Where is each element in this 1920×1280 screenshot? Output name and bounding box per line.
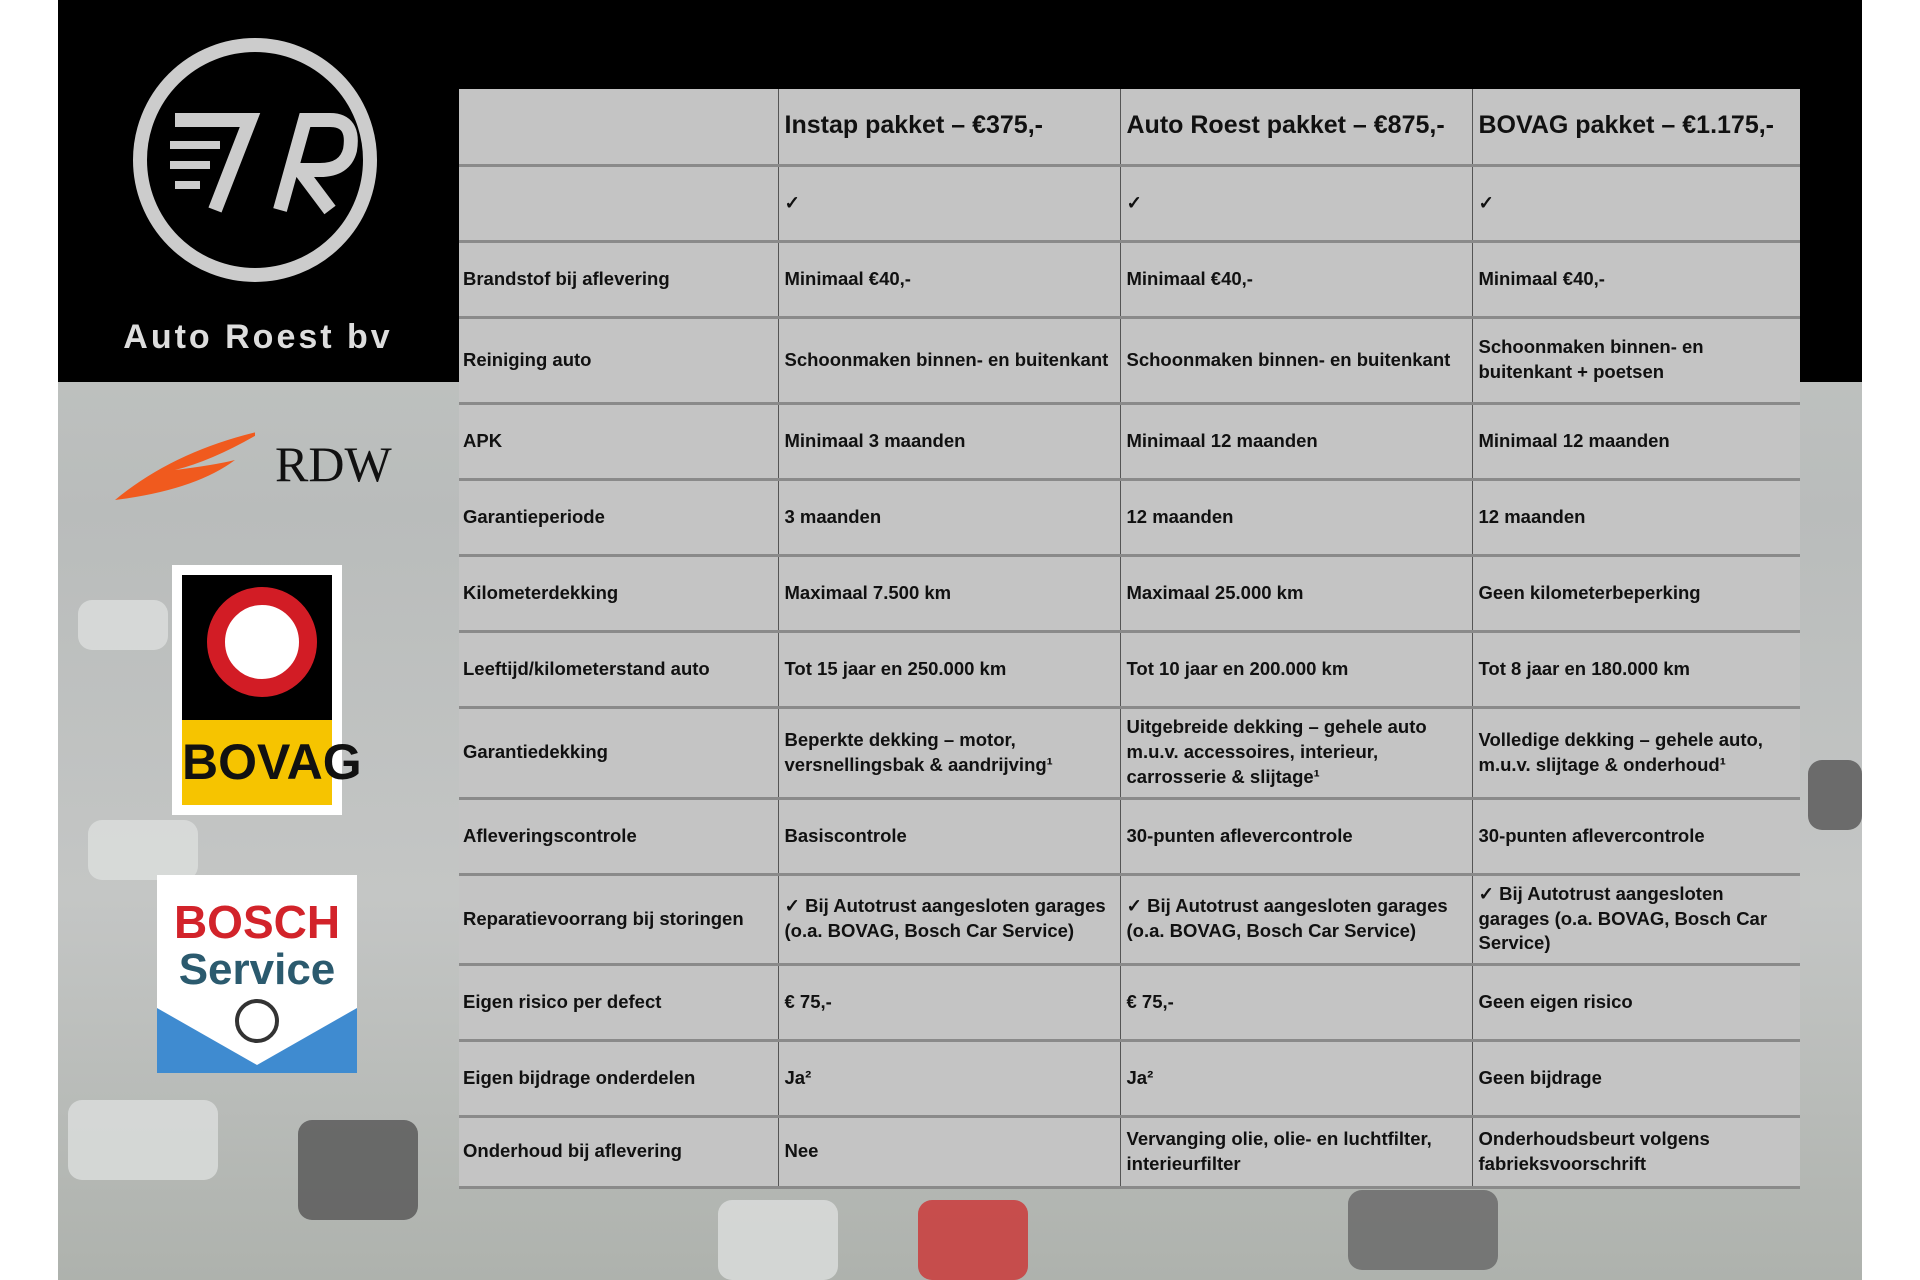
table-cell: Tot 8 jaar en 180.000 km — [1472, 631, 1800, 709]
table-cell: € 75,- — [1120, 964, 1473, 1042]
table-cell: Geen kilometerbeperking — [1472, 555, 1800, 633]
table-cell: Maximaal 25.000 km — [1120, 555, 1473, 633]
table-cell: € 75,- — [778, 964, 1121, 1042]
row-label: Garantieperiode — [459, 479, 779, 557]
row-label: APK — [459, 403, 779, 481]
bosch-service-logo: BOSCH Service — [157, 875, 357, 1073]
package-comparison-table: Instap pakket – €375,- Auto Roest pakket … — [459, 89, 1800, 1189]
row-label: Leeftijd/kilometerstand auto — [459, 631, 779, 709]
table-cell: ✓ Bij Autotrust aangesloten garages (o.a… — [1472, 874, 1800, 966]
row-label: Eigen risico per defect — [459, 964, 779, 1042]
table-cell: 12 maanden — [1472, 479, 1800, 557]
table-cell: Ja² — [1120, 1040, 1473, 1118]
table-cell: Schoonmaken binnen- en buitenkant — [1120, 317, 1473, 405]
row-label — [459, 165, 779, 243]
header-row: Instap pakket – €375,- Auto Roest pakket … — [459, 89, 1800, 167]
table-cell: ✓ — [778, 165, 1121, 243]
table-cell: Schoonmaken binnen- en buitenkant — [778, 317, 1121, 405]
table-row: Onderhoud bij aflevering Nee Vervanging ol… — [459, 1116, 1800, 1189]
row-label: Brandstof bij aflevering — [459, 241, 779, 319]
bovag-emblem-icon — [207, 587, 317, 697]
table-cell: Minimaal €40,- — [1472, 241, 1800, 319]
table-cell: Geen eigen risico — [1472, 964, 1800, 1042]
row-label: Afleveringscontrole — [459, 798, 779, 876]
table-row: ✓ ✓ ✓ — [459, 165, 1800, 243]
row-label: Eigen bijdrage onderdelen — [459, 1040, 779, 1118]
brand-name: Auto Roest bv — [123, 318, 393, 356]
bosch-armature-icon — [235, 999, 279, 1043]
table-row: Garantiedekking Beperkte dekking – motor,… — [459, 707, 1800, 800]
table-cell: Minimaal €40,- — [778, 241, 1121, 319]
table-cell: Minimaal 3 maanden — [778, 403, 1121, 481]
table-cell: Minimaal 12 maanden — [1120, 403, 1473, 481]
table-row: APK Minimaal 3 maanden Minimaal 12 maanden… — [459, 403, 1800, 481]
table-row: Leeftijd/kilometerstand auto Tot 15 jaar … — [459, 631, 1800, 709]
table-cell: Basiscontrole — [778, 798, 1121, 876]
bovag-logo: BOVAG — [172, 565, 362, 815]
row-label: Garantiedekking — [459, 707, 779, 800]
column-header: Instap pakket – €375,- — [778, 89, 1121, 167]
rdw-logo-text: RDW — [275, 436, 392, 492]
table-cell: Maximaal 7.500 km — [778, 555, 1121, 633]
row-label: Kilometerdekking — [459, 555, 779, 633]
table-cell: Tot 10 jaar en 200.000 km — [1120, 631, 1473, 709]
row-label: Reiniging auto — [459, 317, 779, 405]
table-row: Eigen risico per defect € 75,- € 75,- Geen … — [459, 964, 1800, 1042]
table-row: Brandstof bij aflevering Minimaal €40,- Mi… — [459, 241, 1800, 319]
table-cell: Vervanging olie, olie- en luchtfilter, i… — [1120, 1116, 1473, 1189]
row-label: Onderhoud bij aflevering — [459, 1116, 779, 1189]
table-cell: ✓ Bij Autotrust aangesloten garages (o.a… — [1120, 874, 1473, 966]
table-cell: Minimaal 12 maanden — [1472, 403, 1800, 481]
table-row: Garantieperiode 3 maanden 12 maanden 12 maa… — [459, 479, 1800, 557]
table-cell: Beperkte dekking – motor, versnellingsba… — [778, 707, 1121, 800]
table-cell: 3 maanden — [778, 479, 1121, 557]
table-cell: Schoonmaken binnen- en buitenkant + poet… — [1472, 317, 1800, 405]
bosch-text: BOSCH — [173, 896, 341, 948]
table-cell: Ja² — [778, 1040, 1121, 1118]
service-text: Service — [178, 945, 336, 994]
table-cell: Minimaal €40,- — [1120, 241, 1473, 319]
row-label: Reparatievoorrang bij storingen — [459, 874, 779, 966]
table-row: Kilometerdekking Maximaal 7.500 km Maximaa… — [459, 555, 1800, 633]
bovag-text: BOVAG — [182, 720, 362, 805]
table-row: Eigen bijdrage onderdelen Ja² Ja² Geen bijd… — [459, 1040, 1800, 1118]
table-row: Reiniging auto Schoonmaken binnen- en bui… — [459, 317, 1800, 405]
table-row: Reparatievoorrang bij storingen ✓ Bij Aut… — [459, 874, 1800, 966]
table-cell: Nee — [778, 1116, 1121, 1189]
table-cell: ✓ Bij Autotrust aangesloten garages (o.a… — [778, 874, 1121, 966]
auto-roest-logo — [133, 38, 377, 282]
table-cell: 30-punten aflevercontrole — [1472, 798, 1800, 876]
table-cell: Onderhoudsbeurt volgens fabrieksvoorschr… — [1472, 1116, 1800, 1189]
table-cell: ✓ — [1120, 165, 1473, 243]
table-cell: Volledige dekking – gehele auto, m.u.v. … — [1472, 707, 1800, 800]
column-header — [459, 89, 779, 167]
table-row: Afleveringscontrole Basiscontrole 30-punte… — [459, 798, 1800, 876]
table-cell: Uitgebreide dekking – gehele auto m.u.v.… — [1120, 707, 1473, 800]
column-header: BOVAG pakket – €1.175,- — [1472, 89, 1800, 167]
table-cell: Geen bijdrage — [1472, 1040, 1800, 1118]
rdw-logo: RDW — [115, 420, 405, 505]
table-cell: 30-punten aflevercontrole — [1120, 798, 1473, 876]
table-cell: ✓ — [1472, 165, 1800, 243]
table-cell: Tot 15 jaar en 250.000 km — [778, 631, 1121, 709]
column-header: Auto Roest pakket – €875,- — [1120, 89, 1473, 167]
table-cell: 12 maanden — [1120, 479, 1473, 557]
